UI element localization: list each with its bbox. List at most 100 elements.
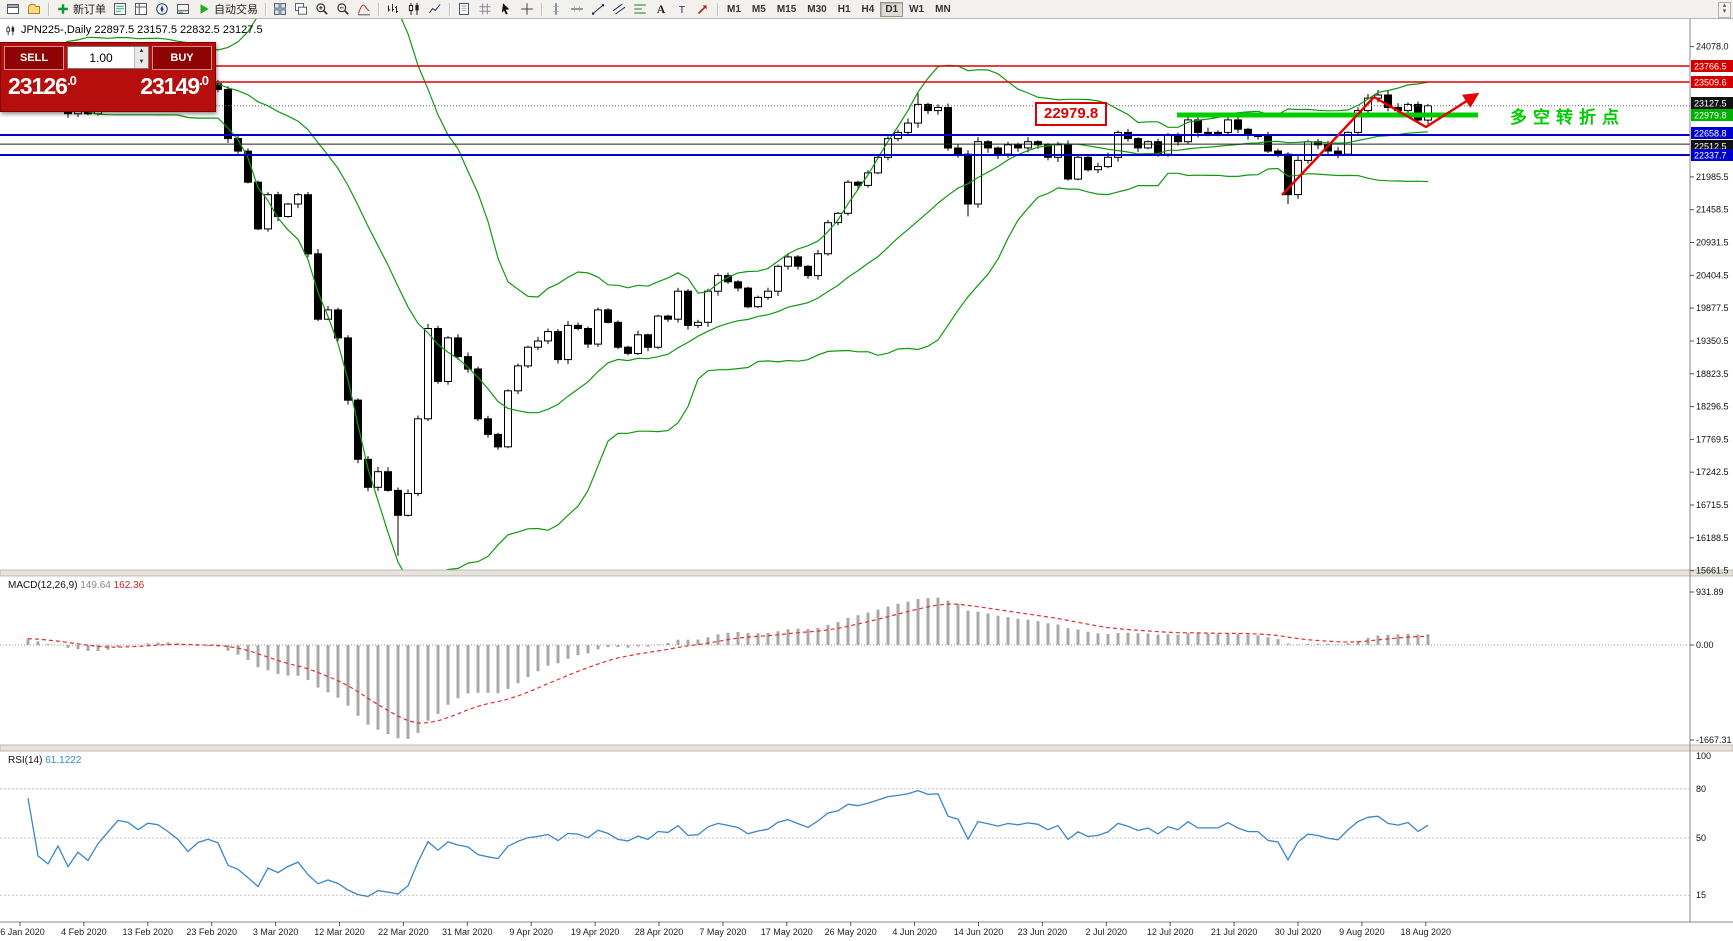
candle: [254, 180, 262, 231]
candle: [1244, 127, 1252, 140]
candle: [264, 192, 272, 232]
new-order-button[interactable]: 新订单: [53, 1, 109, 17]
trend-arrows[interactable]: [1281, 92, 1480, 196]
candle: [574, 322, 582, 331]
candle: [504, 389, 512, 449]
panel-splitter[interactable]: [0, 569, 1733, 577]
buy-button[interactable]: BUY: [152, 46, 212, 70]
navigator-icon[interactable]: [152, 1, 172, 17]
one-click-trading-widget: SELL ▲ ▼ BUY 23126.0 23149.0: [0, 42, 216, 112]
candle: [514, 363, 522, 395]
horizontal-line-icon[interactable]: [567, 1, 587, 17]
macd-panel: [0, 597, 1690, 739]
horizontal-lines[interactable]: [0, 65, 1690, 156]
date-label: 4 Feb 2020: [61, 927, 107, 937]
candle: [754, 295, 762, 309]
volume-input[interactable]: [68, 47, 134, 68]
sell-button[interactable]: SELL: [4, 46, 64, 70]
candle: [654, 314, 662, 349]
fibonacci-icon[interactable]: [630, 1, 650, 17]
price-axis-label: 17769.5: [1696, 434, 1729, 444]
arrow-tool-icon[interactable]: [693, 1, 713, 17]
timeframe-m5[interactable]: M5: [751, 3, 766, 15]
timeframe-d1[interactable]: D1: [880, 1, 904, 17]
svg-text:A: A: [657, 4, 666, 16]
timeframe-h1[interactable]: H1: [837, 3, 851, 15]
price-axis-label: 15661.5: [1696, 566, 1729, 576]
candle: [314, 249, 322, 321]
price-axis-label: 21458.5: [1696, 205, 1729, 215]
timeframe-m1[interactable]: M1: [727, 3, 741, 15]
candle: [424, 323, 432, 422]
rsi-indicator-label: RSI(14) 61.1222: [8, 755, 82, 766]
candle: [1304, 139, 1312, 164]
market-watch-icon[interactable]: [110, 1, 130, 17]
indicators-icon[interactable]: [354, 1, 374, 17]
price-axis[interactable]: 24078.0 21985.5 21458.5 20931.5 20404.5 19877…: [1690, 42, 1733, 576]
timeframe-m30[interactable]: M30: [807, 3, 827, 15]
price-callout-label[interactable]: 22979.8: [1035, 102, 1108, 126]
crosshair-icon[interactable]: [517, 1, 537, 17]
candle: [1234, 115, 1242, 133]
time-axis[interactable]: 26 Jan 2020 4 Feb 2020 13 Feb 2020 23 Feb 2…: [0, 922, 1451, 937]
timeframe-m15[interactable]: M15: [776, 3, 797, 15]
date-label: 18 Aug 2020: [1401, 927, 1452, 937]
toolbar-overflow-arrow[interactable]: ▴ ▾: [1718, 2, 1731, 18]
toolbar-separator: [449, 2, 450, 16]
cascade-windows-icon[interactable]: [291, 1, 311, 17]
text-label-icon[interactable]: T: [672, 1, 692, 17]
line-chart-icon[interactable]: [425, 1, 445, 17]
channel-icon[interactable]: [609, 1, 629, 17]
trendline-icon[interactable]: [588, 1, 608, 17]
candle: [744, 286, 752, 309]
templates-icon[interactable]: [454, 1, 474, 17]
new-chart-window-icon[interactable]: [3, 1, 23, 17]
auto-trading-button[interactable]: 自动交易: [194, 1, 261, 17]
candle: [624, 345, 632, 356]
bollinger-middle-band: [17, 67, 1429, 414]
grid-icon[interactable]: [475, 1, 495, 17]
buy-price: 23149.0: [140, 73, 209, 99]
volume-down-arrow-icon[interactable]: ▼: [135, 57, 148, 68]
terminal-icon[interactable]: [173, 1, 193, 17]
macd-axis-label: 931.89: [1696, 587, 1724, 597]
timeframe-mn[interactable]: MN: [935, 3, 951, 15]
timeframe-w1[interactable]: W1: [909, 3, 925, 15]
rsi-axis-label: 80: [1696, 784, 1706, 794]
macd-indicator-label: MACD(12,26,9) 149.64 162.36: [8, 580, 145, 591]
candle: [1074, 154, 1082, 181]
zoom-in-icon[interactable]: [312, 1, 332, 17]
volume-up-arrow-icon[interactable]: ▲: [135, 47, 148, 58]
candle: [684, 289, 692, 330]
candle: [714, 273, 722, 296]
panel-splitter[interactable]: [0, 744, 1733, 752]
text-icon[interactable]: A: [651, 1, 671, 17]
rsi-axis[interactable]: 100 80 50 15: [1696, 751, 1711, 900]
vertical-line-icon[interactable]: [546, 1, 566, 17]
macd-axis[interactable]: 931.89 0.00 -1667.31: [1690, 587, 1732, 745]
cursor-icon[interactable]: [496, 1, 516, 17]
date-label: 14 Jun 2020: [954, 927, 1004, 937]
candle: [284, 202, 292, 218]
candle: [904, 118, 912, 135]
candlestick-chart-icon[interactable]: [404, 1, 424, 17]
candle: [814, 249, 822, 280]
zoom-out-icon[interactable]: [333, 1, 353, 17]
candle: [404, 489, 412, 517]
turning-point-annotation[interactable]: 多空转折点: [1510, 108, 1625, 127]
price-line-label: 22979.8: [1694, 111, 1727, 121]
candle: [274, 191, 282, 221]
candle: [444, 335, 452, 385]
candle: [1274, 148, 1282, 158]
price-axis-label: 24078.0: [1696, 42, 1729, 52]
price-line-label-box: [1691, 149, 1733, 161]
candle: [224, 86, 232, 143]
bar-chart-icon[interactable]: [383, 1, 403, 17]
timeframe-h4[interactable]: H4: [861, 3, 875, 15]
profiles-icon[interactable]: [24, 1, 44, 17]
candle: [844, 180, 852, 216]
tile-windows-icon[interactable]: [270, 1, 290, 17]
data-window-icon[interactable]: [131, 1, 151, 17]
candle: [824, 219, 832, 256]
